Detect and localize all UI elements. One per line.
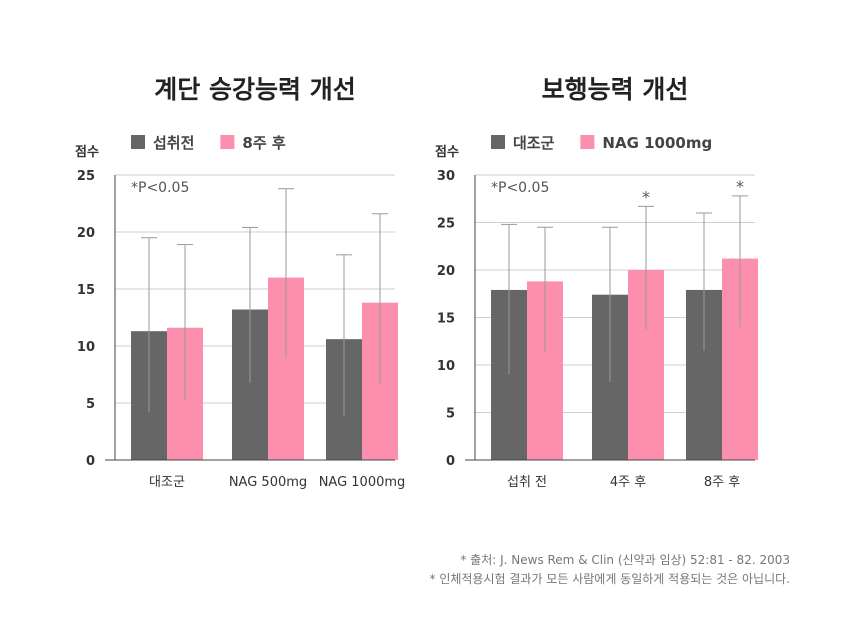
x-tick-label: NAG 500mg bbox=[229, 475, 307, 490]
footnote-disclaimer: * 인체적용시험 결과가 모든 사람에게 동일하게 적용되는 것은 아닙니다. bbox=[429, 572, 791, 586]
legend-swatch bbox=[131, 135, 145, 149]
y-tick-label: 5 bbox=[86, 397, 95, 412]
significance-note: *P<0.05 bbox=[131, 180, 189, 196]
x-tick-label: 8주 후 bbox=[704, 475, 740, 490]
x-tick-label: 대조군 bbox=[149, 475, 185, 490]
y-tick-label: 5 bbox=[446, 407, 455, 422]
y-tick-label: 25 bbox=[437, 217, 455, 232]
y-tick-label: 0 bbox=[446, 454, 455, 469]
y-tick-label: 15 bbox=[77, 283, 95, 298]
legend-label: 섭취전 bbox=[153, 134, 194, 152]
significance-marker: * bbox=[642, 187, 650, 206]
y-tick-label: 20 bbox=[437, 264, 455, 279]
chart-title: 계단 승강능력 개선 bbox=[154, 75, 355, 104]
significance-marker: * bbox=[736, 177, 744, 196]
y-tick-label: 30 bbox=[437, 169, 455, 184]
y-axis-label: 점수 bbox=[75, 145, 99, 160]
x-tick-label: 4주 후 bbox=[610, 475, 646, 490]
y-tick-label: 15 bbox=[437, 312, 455, 327]
y-tick-label: 0 bbox=[86, 454, 95, 469]
footnote-source: * 출처: J. News Rem & Clin (신약과 임상) 52:81 … bbox=[460, 553, 790, 567]
y-axis-label: 점수 bbox=[435, 145, 459, 160]
legend-swatch bbox=[580, 135, 595, 149]
y-tick-label: 25 bbox=[77, 169, 95, 184]
y-tick-label: 10 bbox=[77, 340, 95, 355]
y-tick-label: 20 bbox=[77, 226, 95, 241]
legend-label: 대조군 bbox=[513, 134, 555, 152]
x-tick-label: NAG 1000mg bbox=[319, 475, 406, 490]
legend-label: 8주 후 bbox=[242, 134, 285, 152]
significance-note: *P<0.05 bbox=[491, 180, 549, 196]
x-tick-label: 섭취 전 bbox=[507, 475, 547, 490]
legend-label: NAG 1000mg bbox=[602, 134, 712, 152]
y-tick-label: 10 bbox=[437, 359, 455, 374]
legend-swatch bbox=[220, 135, 235, 149]
chart-title: 보행능력 개선 bbox=[542, 75, 689, 104]
legend-swatch bbox=[491, 135, 505, 149]
